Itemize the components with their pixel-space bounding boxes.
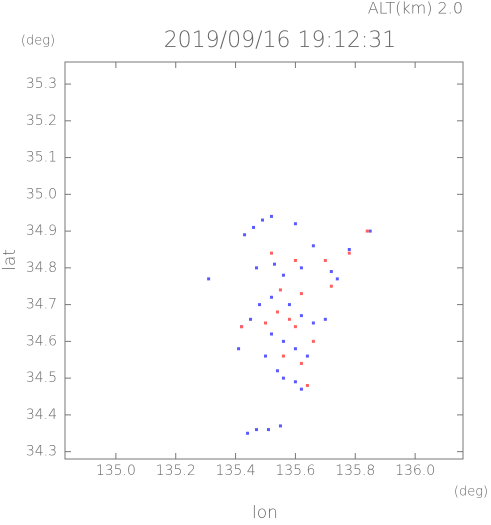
echo-point [269,332,273,336]
echo-point [368,229,372,233]
echo-point [255,428,259,432]
echo-point [272,262,276,266]
echo-point [293,259,297,262]
x-unit: (deg) [454,485,488,500]
echo-point [246,431,250,435]
echo-point [329,270,333,274]
echo-point [329,284,333,288]
x-tick-label: 135.2 [156,463,196,479]
plot-frame [64,61,464,460]
echo-point [293,347,297,351]
echo-point [263,321,267,325]
echo-point [269,251,273,255]
echo-point [299,266,303,270]
y-tick-label: 35.1 [26,150,57,166]
altitude-label: ALT(km) 2.0 [368,0,463,18]
echo-point [237,347,241,351]
echo-point [207,277,211,281]
echo-point [266,428,270,432]
echo-point [281,273,285,277]
x-tick-label: 135.0 [96,463,136,479]
echo-point [278,288,282,292]
echo-point [311,321,315,325]
echo-point [299,387,303,391]
echo-point [252,225,256,229]
echo-point [249,317,253,321]
echo-point [281,354,285,358]
y-unit: (deg) [21,34,55,49]
y-tick-label: 34.7 [26,297,57,313]
x-tick-label: 135.6 [275,463,315,479]
echo-point [323,259,327,262]
echo-point [261,218,265,222]
echo-point [269,295,273,299]
echo-point [255,266,259,270]
chart-title: 2019/09/16 19:12:31 [164,28,397,53]
y-tick-label: 35.2 [26,113,57,129]
echo-point [299,361,303,365]
echo-point [278,424,282,428]
y-axis-label: lat [0,249,20,271]
y-tick-label: 34.5 [26,370,57,386]
echo-point [293,222,297,226]
echo-point [305,354,309,358]
echo-point [240,325,244,329]
y-tick-label: 34.3 [26,444,57,460]
echo-point [293,380,297,384]
echo-point [263,354,267,358]
y-tick-label: 35.0 [26,186,57,202]
echo-point [299,292,303,296]
y-tick-label: 34.8 [26,260,57,276]
echo-point [287,317,291,321]
echo-point [275,310,279,314]
echo-point [293,325,297,329]
echo-point [365,229,369,233]
echo-point [335,277,339,281]
echo-point [347,247,351,251]
echo-point [287,303,291,307]
echo-point [281,376,285,380]
echo-point [299,314,303,318]
echo-point [269,214,273,218]
echo-point [243,233,247,237]
echo-point [311,339,315,343]
echo-point [347,251,351,255]
echo-point [323,317,327,321]
y-tick-label: 35.3 [26,76,57,92]
echo-point [305,383,309,387]
echo-point [275,369,279,373]
x-tick-label: 135.4 [216,463,256,479]
echo-point [281,339,285,343]
echo-point [258,303,262,307]
y-tick-label: 34.4 [26,407,57,423]
y-tick-label: 34.9 [26,223,57,239]
x-axis-label: lon [252,503,278,521]
x-tick-label: 136.0 [395,463,435,479]
x-tick-label: 135.8 [335,463,375,479]
echo-point [311,244,315,248]
y-tick-label: 34.6 [26,333,57,349]
